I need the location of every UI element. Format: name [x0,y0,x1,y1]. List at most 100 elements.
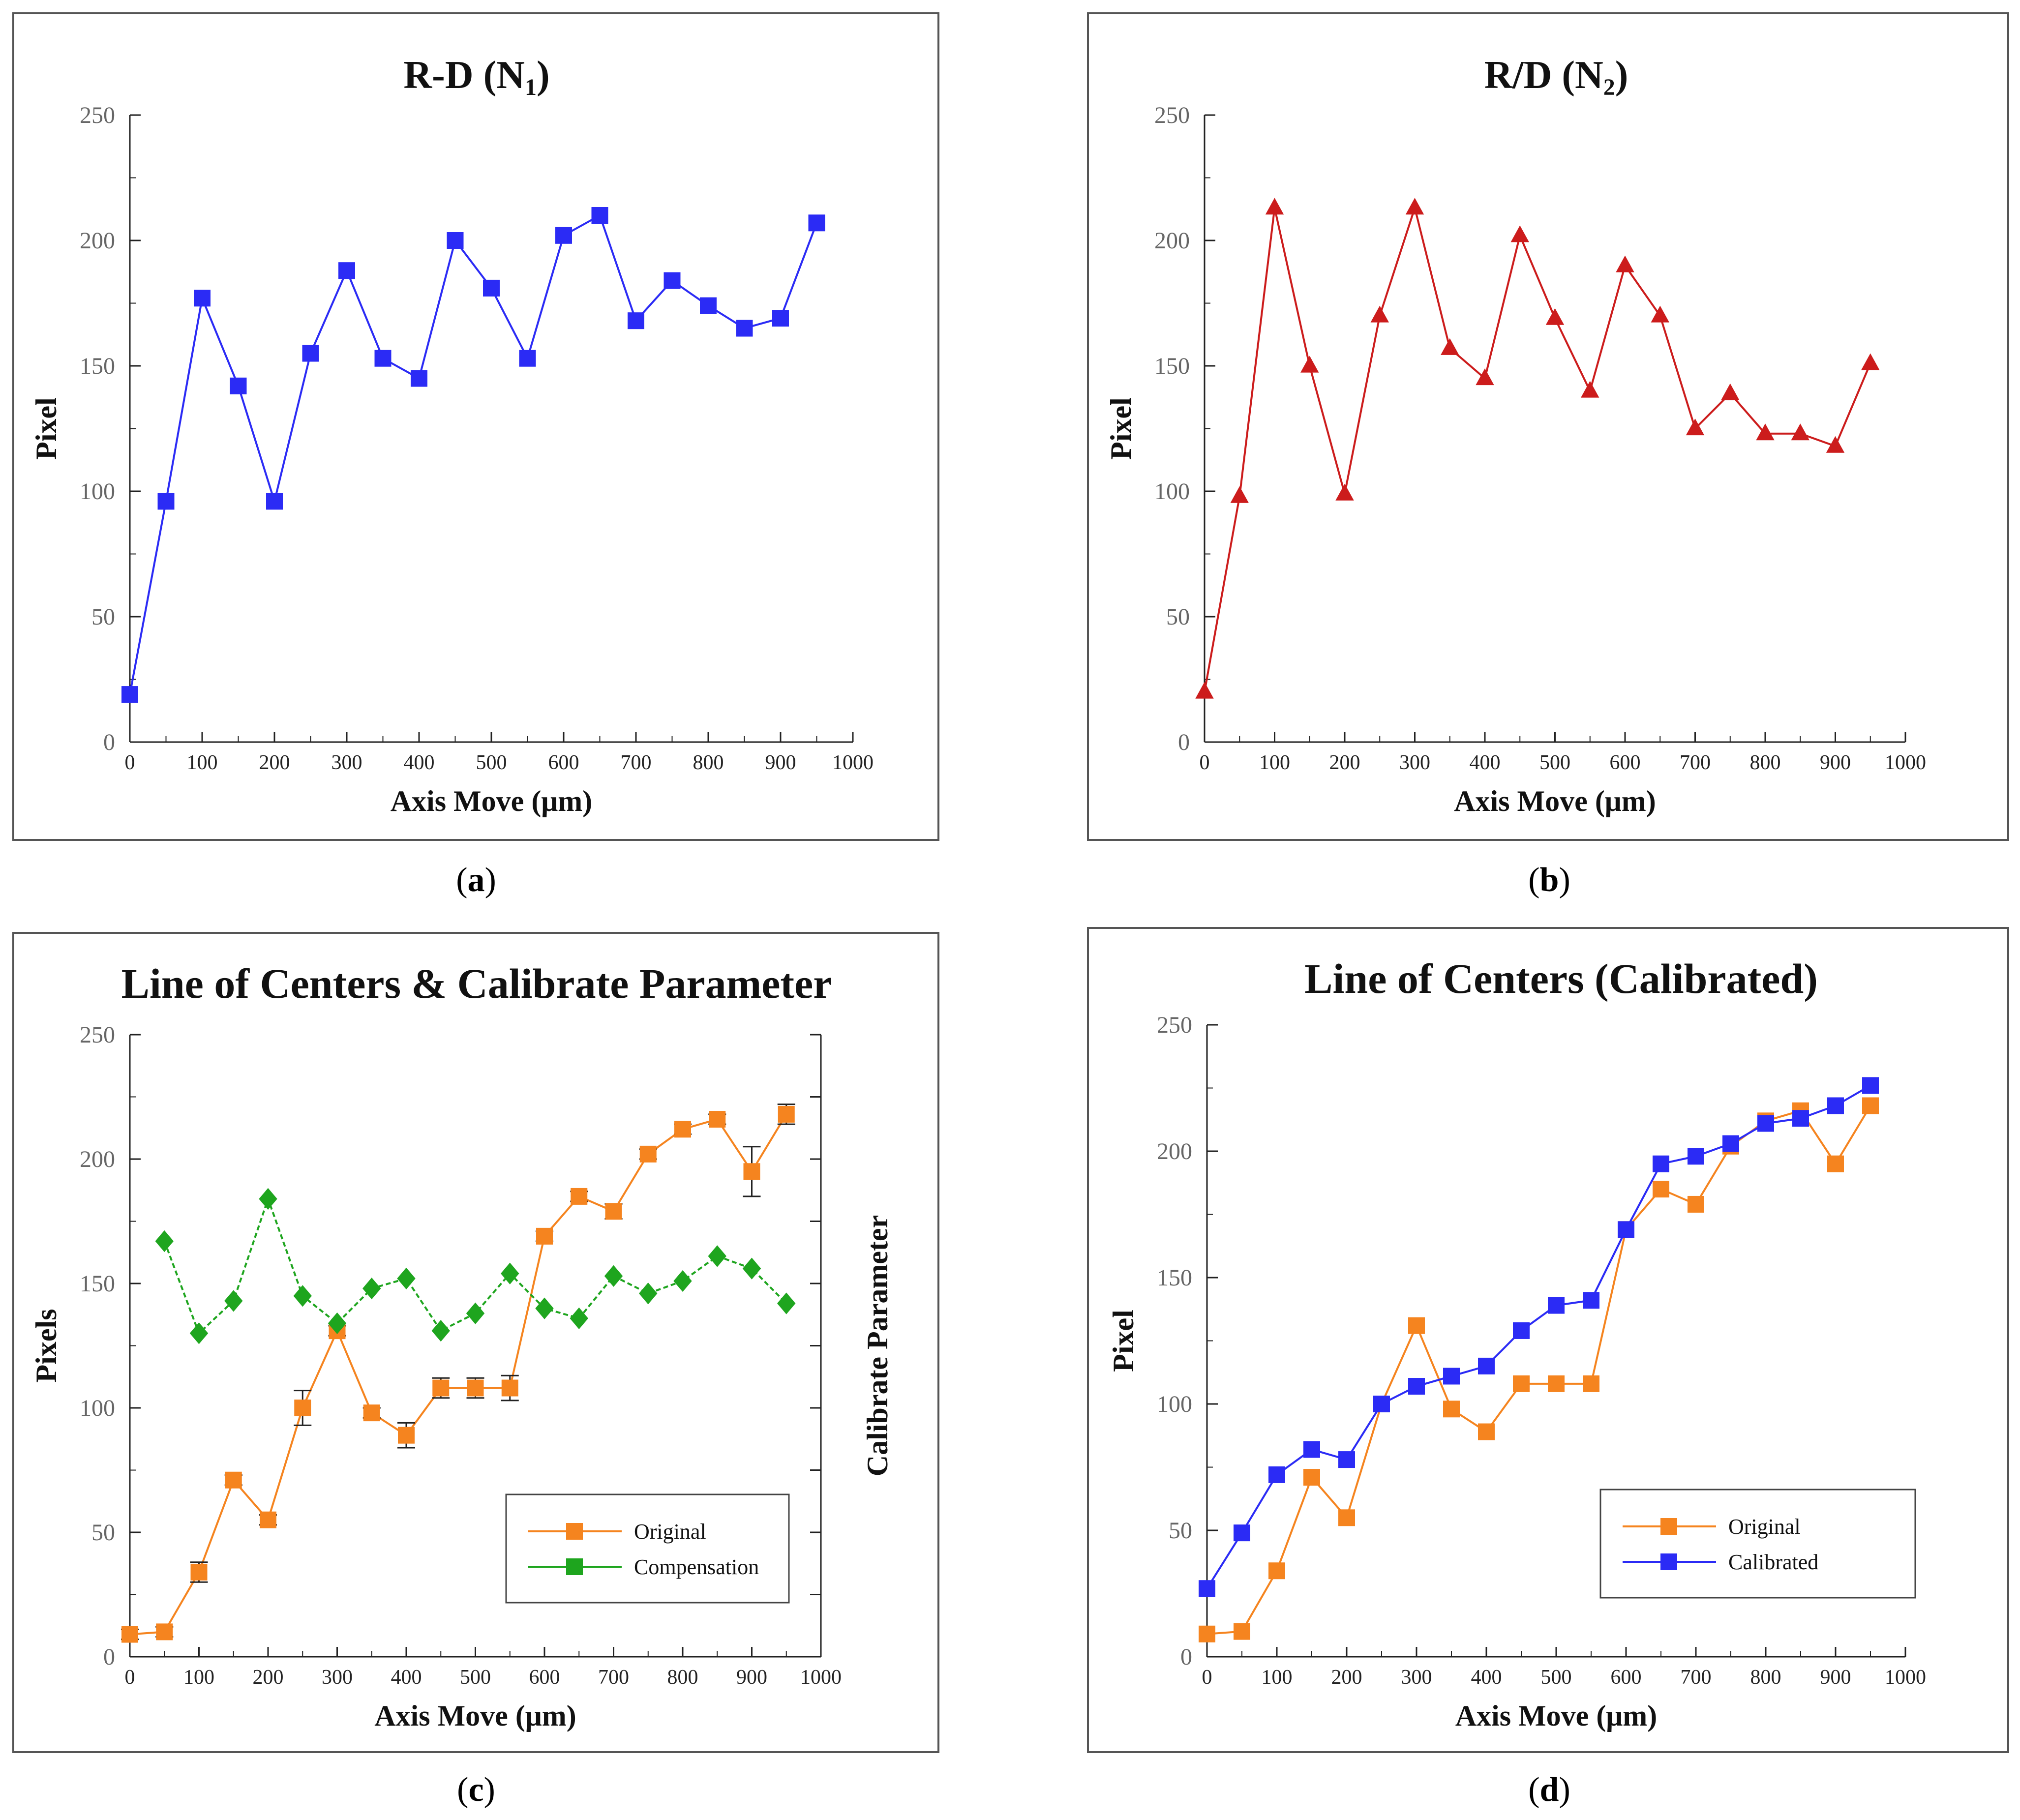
data-point [121,686,138,703]
y-tick-label: 150 [1157,1265,1192,1291]
x-tick-label: 200 [259,751,290,774]
y-axis-label: Pixel [1107,1310,1140,1372]
x-tick-label: 900 [765,751,796,774]
x-tick-label: 1000 [1885,751,1926,774]
x-tick-label: 0 [1200,751,1210,774]
x-axis-label: Axis Move (μm) [1455,1700,1658,1732]
data-point [1513,1375,1530,1392]
x-tick-label: 1000 [1885,1666,1926,1689]
x-tick-label: 900 [736,1666,767,1689]
data-point [591,207,608,224]
y-tick-label: 50 [1169,1518,1192,1544]
data-point [432,1379,450,1397]
x-tick-label: 200 [1331,1666,1362,1689]
data-point [1862,1077,1879,1094]
y-tick-label: 200 [1157,1138,1192,1164]
chart-panel-d: Line of Centers (Calibrated) 0 50 100 150 200… [1087,927,2009,1753]
y-tick-label: 250 [80,1022,115,1048]
x-tick-label: 700 [598,1666,629,1689]
data-point [519,350,536,367]
data-point [1408,1317,1425,1334]
data-point [536,1227,553,1245]
x-tick-label: 700 [621,751,652,774]
data-point [628,312,644,329]
y-tick-label: 0 [1180,1644,1192,1670]
data-point [225,1471,242,1489]
y-tick-label: 250 [1154,102,1190,128]
x-tick-label: 400 [391,1666,422,1689]
x-tick-label: 700 [1681,1666,1712,1689]
y-tick-label: 150 [80,353,115,379]
data-point [302,345,319,362]
x-tick-label: 500 [476,751,507,774]
data-point [501,1262,519,1284]
y-tick-label: 0 [103,1644,115,1670]
y-tick-label: 0 [1178,729,1190,755]
data-point [1792,1110,1809,1127]
y-tick-label: 100 [80,1395,115,1421]
y-tick-label: 0 [103,729,115,755]
x-tick-label: 200 [253,1666,284,1689]
x-tick-label: 400 [1470,751,1501,774]
data-point [1722,1135,1739,1152]
data-point [1195,682,1214,699]
data-point [1862,1097,1879,1114]
x-tick-label: 600 [1610,751,1641,774]
data-point [535,1297,554,1319]
series-line [1204,204,1871,692]
y-tick-label: 200 [1154,228,1190,254]
caption-b: (b) [1528,861,1570,899]
data-point [294,1400,311,1416]
data-point [1478,1357,1495,1374]
data-point [1441,338,1459,355]
data-point [1827,1155,1844,1172]
x-tick-label: 100 [183,1666,214,1689]
data-point [709,1111,726,1128]
x-tick-label: 900 [1820,1666,1851,1689]
data-point [1268,1562,1285,1580]
data-point [157,493,175,510]
legend-label: Original [634,1520,706,1544]
data-point [483,279,500,297]
chart-title: R/D (N2) [1484,54,1628,100]
data-point [1230,486,1249,503]
data-point [1721,383,1740,400]
chart-panel-b: R/D (N2) 0 50 100 150 200 250 0 100 200 300 400 500 6… [1087,12,2009,841]
data-point [189,1322,209,1344]
x-tick-label: 100 [1262,1666,1293,1689]
data-point [1234,1524,1250,1542]
x-axis-label: Axis Move (μm) [1454,785,1656,817]
data-point [708,1245,726,1267]
data-point [1548,1297,1565,1314]
legend-label: Original [1728,1515,1801,1539]
data-point [1510,225,1529,242]
series-0 [1195,198,1880,699]
x-tick-label: 0 [125,1666,135,1689]
data-point [338,262,355,279]
series-compensation [155,1188,796,1344]
chart-panel-a: R-D (N1) 0 50 100 150 200 250 0 100 200 300 400 500 6… [12,12,939,841]
data-point [1234,1623,1250,1640]
data-point [1826,436,1845,453]
chart-svg-b: R/D (N2) 0 50 100 150 200 250 0 100 200 300 400 500 6… [1105,54,1926,817]
x-tick-label: 300 [1399,751,1430,774]
y-tick-label: 100 [1154,478,1190,505]
data-point [570,1307,588,1329]
data-point [230,377,247,394]
x-tick-label: 400 [404,751,435,774]
x-tick-label: 800 [693,751,724,774]
data-point [700,297,717,314]
data-point [1408,1378,1425,1395]
x-tick-label: 800 [1750,751,1781,774]
x-tick-label: 400 [1471,1666,1502,1689]
y-axis-label: Pixel [1105,397,1137,460]
data-point [605,1203,622,1220]
data-point [604,1265,623,1287]
data-point [501,1379,518,1397]
data-point [1827,1097,1844,1114]
data-point [362,1278,381,1300]
data-point [1688,1195,1704,1213]
data-point [1443,1401,1460,1418]
data-point [1513,1322,1530,1339]
data-point [1199,1625,1215,1642]
